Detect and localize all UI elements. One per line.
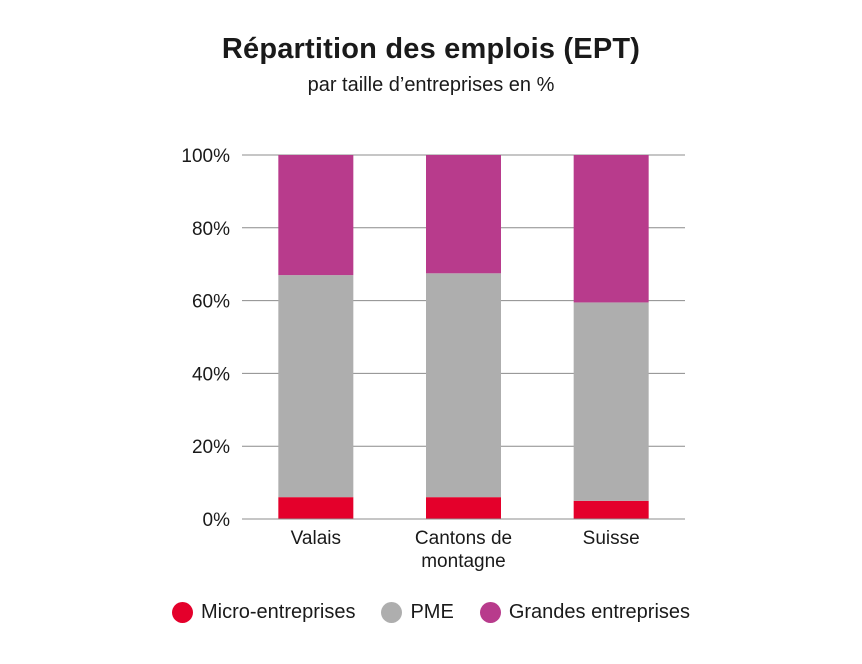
legend-item: Grandes entreprises	[479, 601, 691, 624]
chart-title: Répartition des emplois (EPT)	[221, 33, 641, 65]
bar-segment	[426, 273, 501, 498]
legend-swatch	[171, 602, 193, 623]
chart-subtitle: par taille d’entreprises en %	[307, 74, 555, 96]
legend-label: PME	[410, 601, 454, 623]
y-tick-label: 0%	[203, 510, 231, 531]
bar-segment	[278, 155, 354, 276]
x-category-label: Valais	[291, 528, 341, 549]
x-category-label: Suisse	[583, 528, 640, 549]
bar-segment	[278, 275, 354, 498]
bar-segment	[426, 155, 501, 274]
bar-segment	[573, 302, 649, 501]
y-tick-label: 80%	[192, 219, 230, 240]
x-category-label: montagne	[421, 551, 506, 572]
legend-item: PME	[381, 601, 454, 624]
legend-swatch	[479, 602, 501, 623]
legend-label: Micro-entreprises	[200, 601, 356, 623]
bar-segment	[573, 155, 649, 303]
y-tick-label: 40%	[192, 364, 230, 385]
y-tick-label: 60%	[192, 292, 230, 313]
y-tick-label: 100%	[181, 146, 230, 167]
bar-segment	[426, 497, 501, 519]
chart-legend: Micro-entreprises PME Grandes entreprises	[0, 601, 862, 624]
legend-item: Micro-entreprises	[171, 601, 356, 624]
legend-label: Grandes entreprises	[508, 601, 691, 623]
y-tick-label: 20%	[192, 437, 230, 458]
legend-swatch	[381, 602, 403, 623]
bar-segment	[573, 500, 649, 519]
x-category-label: Cantons de	[415, 528, 512, 549]
bar-segment	[278, 497, 354, 519]
